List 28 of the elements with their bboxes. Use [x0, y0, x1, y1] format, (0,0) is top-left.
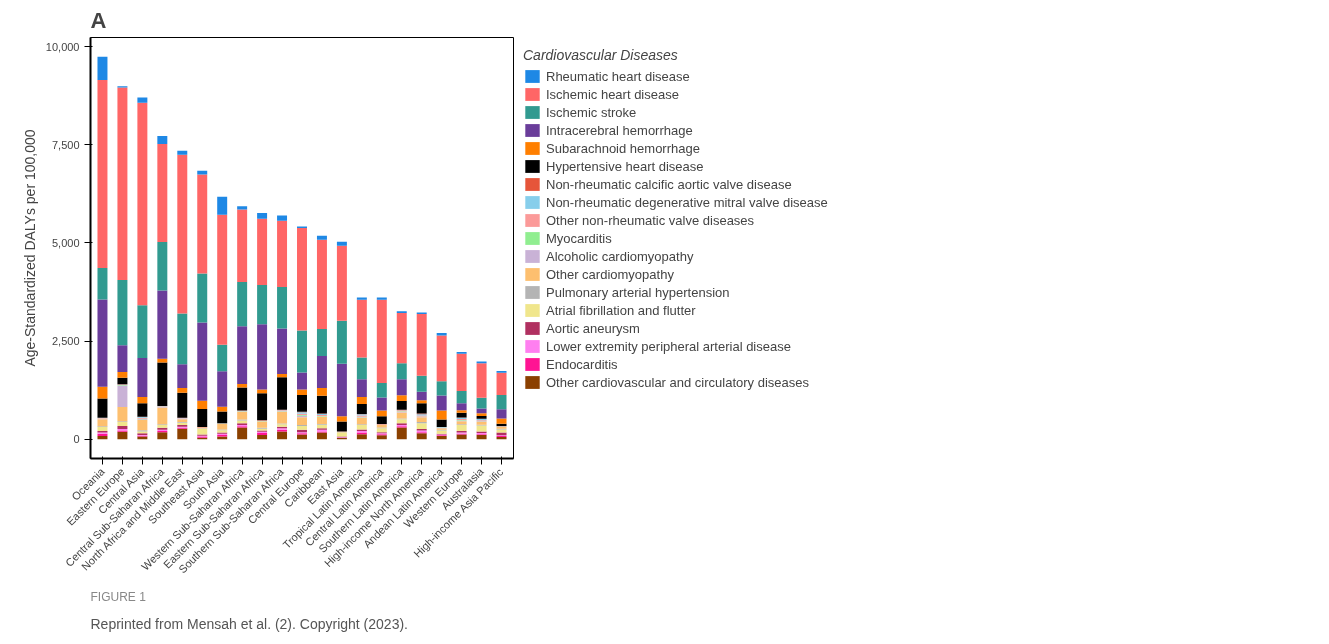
- legend-label: Subarachnoid hemorrhage: [546, 140, 700, 156]
- legend-label: Other non-rheumatic valve diseases: [546, 212, 755, 228]
- legend-label: Ischemic stroke: [546, 104, 637, 120]
- legend-label: Hypertensive heart disease: [546, 158, 704, 174]
- legend-label: Endocarditis: [546, 356, 618, 372]
- legend-label: Other cardiomyopathy: [546, 266, 674, 282]
- legend-label: Non-rheumatic degenerative mitral valve disease: [546, 194, 828, 210]
- legend-label: Rheumatic heart disease: [546, 68, 690, 84]
- legend-label: Lower extremity peripheral arterial disease: [546, 338, 791, 354]
- y-axis-title: Age-Standardized DALYs per 100,000: [21, 129, 38, 367]
- y-tick-label: 0: [73, 433, 80, 446]
- caption: FIGURE 1: [90, 589, 147, 604]
- chart-title: A: [90, 7, 107, 33]
- legend-title: Cardiovascular Diseases: [523, 47, 679, 63]
- legend-label: Myocarditis: [546, 230, 612, 246]
- legend-label: Ischemic heart disease: [546, 86, 679, 102]
- legend-label: Pulmonary arterial hypertension: [546, 284, 730, 300]
- y-tick-label: 7,500: [51, 138, 80, 151]
- y-tick-label: 5,000: [51, 236, 80, 249]
- y-tick-label: 10,000: [45, 40, 80, 53]
- legend-label: Alcoholic cardiomyopathy: [546, 248, 694, 264]
- legend-label: Aortic aneurysm: [546, 320, 640, 336]
- legend-label: Other cardiovascular and circulatory diseases: [546, 374, 810, 390]
- legend-label: Non-rheumatic calcific aortic valve disease: [546, 176, 792, 192]
- text: Reprinted from Mensah et al. (2). Copyright (2023).: [90, 615, 408, 632]
- legend-label: Atrial fibrillation and flutter: [546, 302, 696, 318]
- legend-label: Intracerebral hemorrhage: [546, 122, 693, 138]
- y-tick-label: 2,500: [51, 335, 80, 348]
